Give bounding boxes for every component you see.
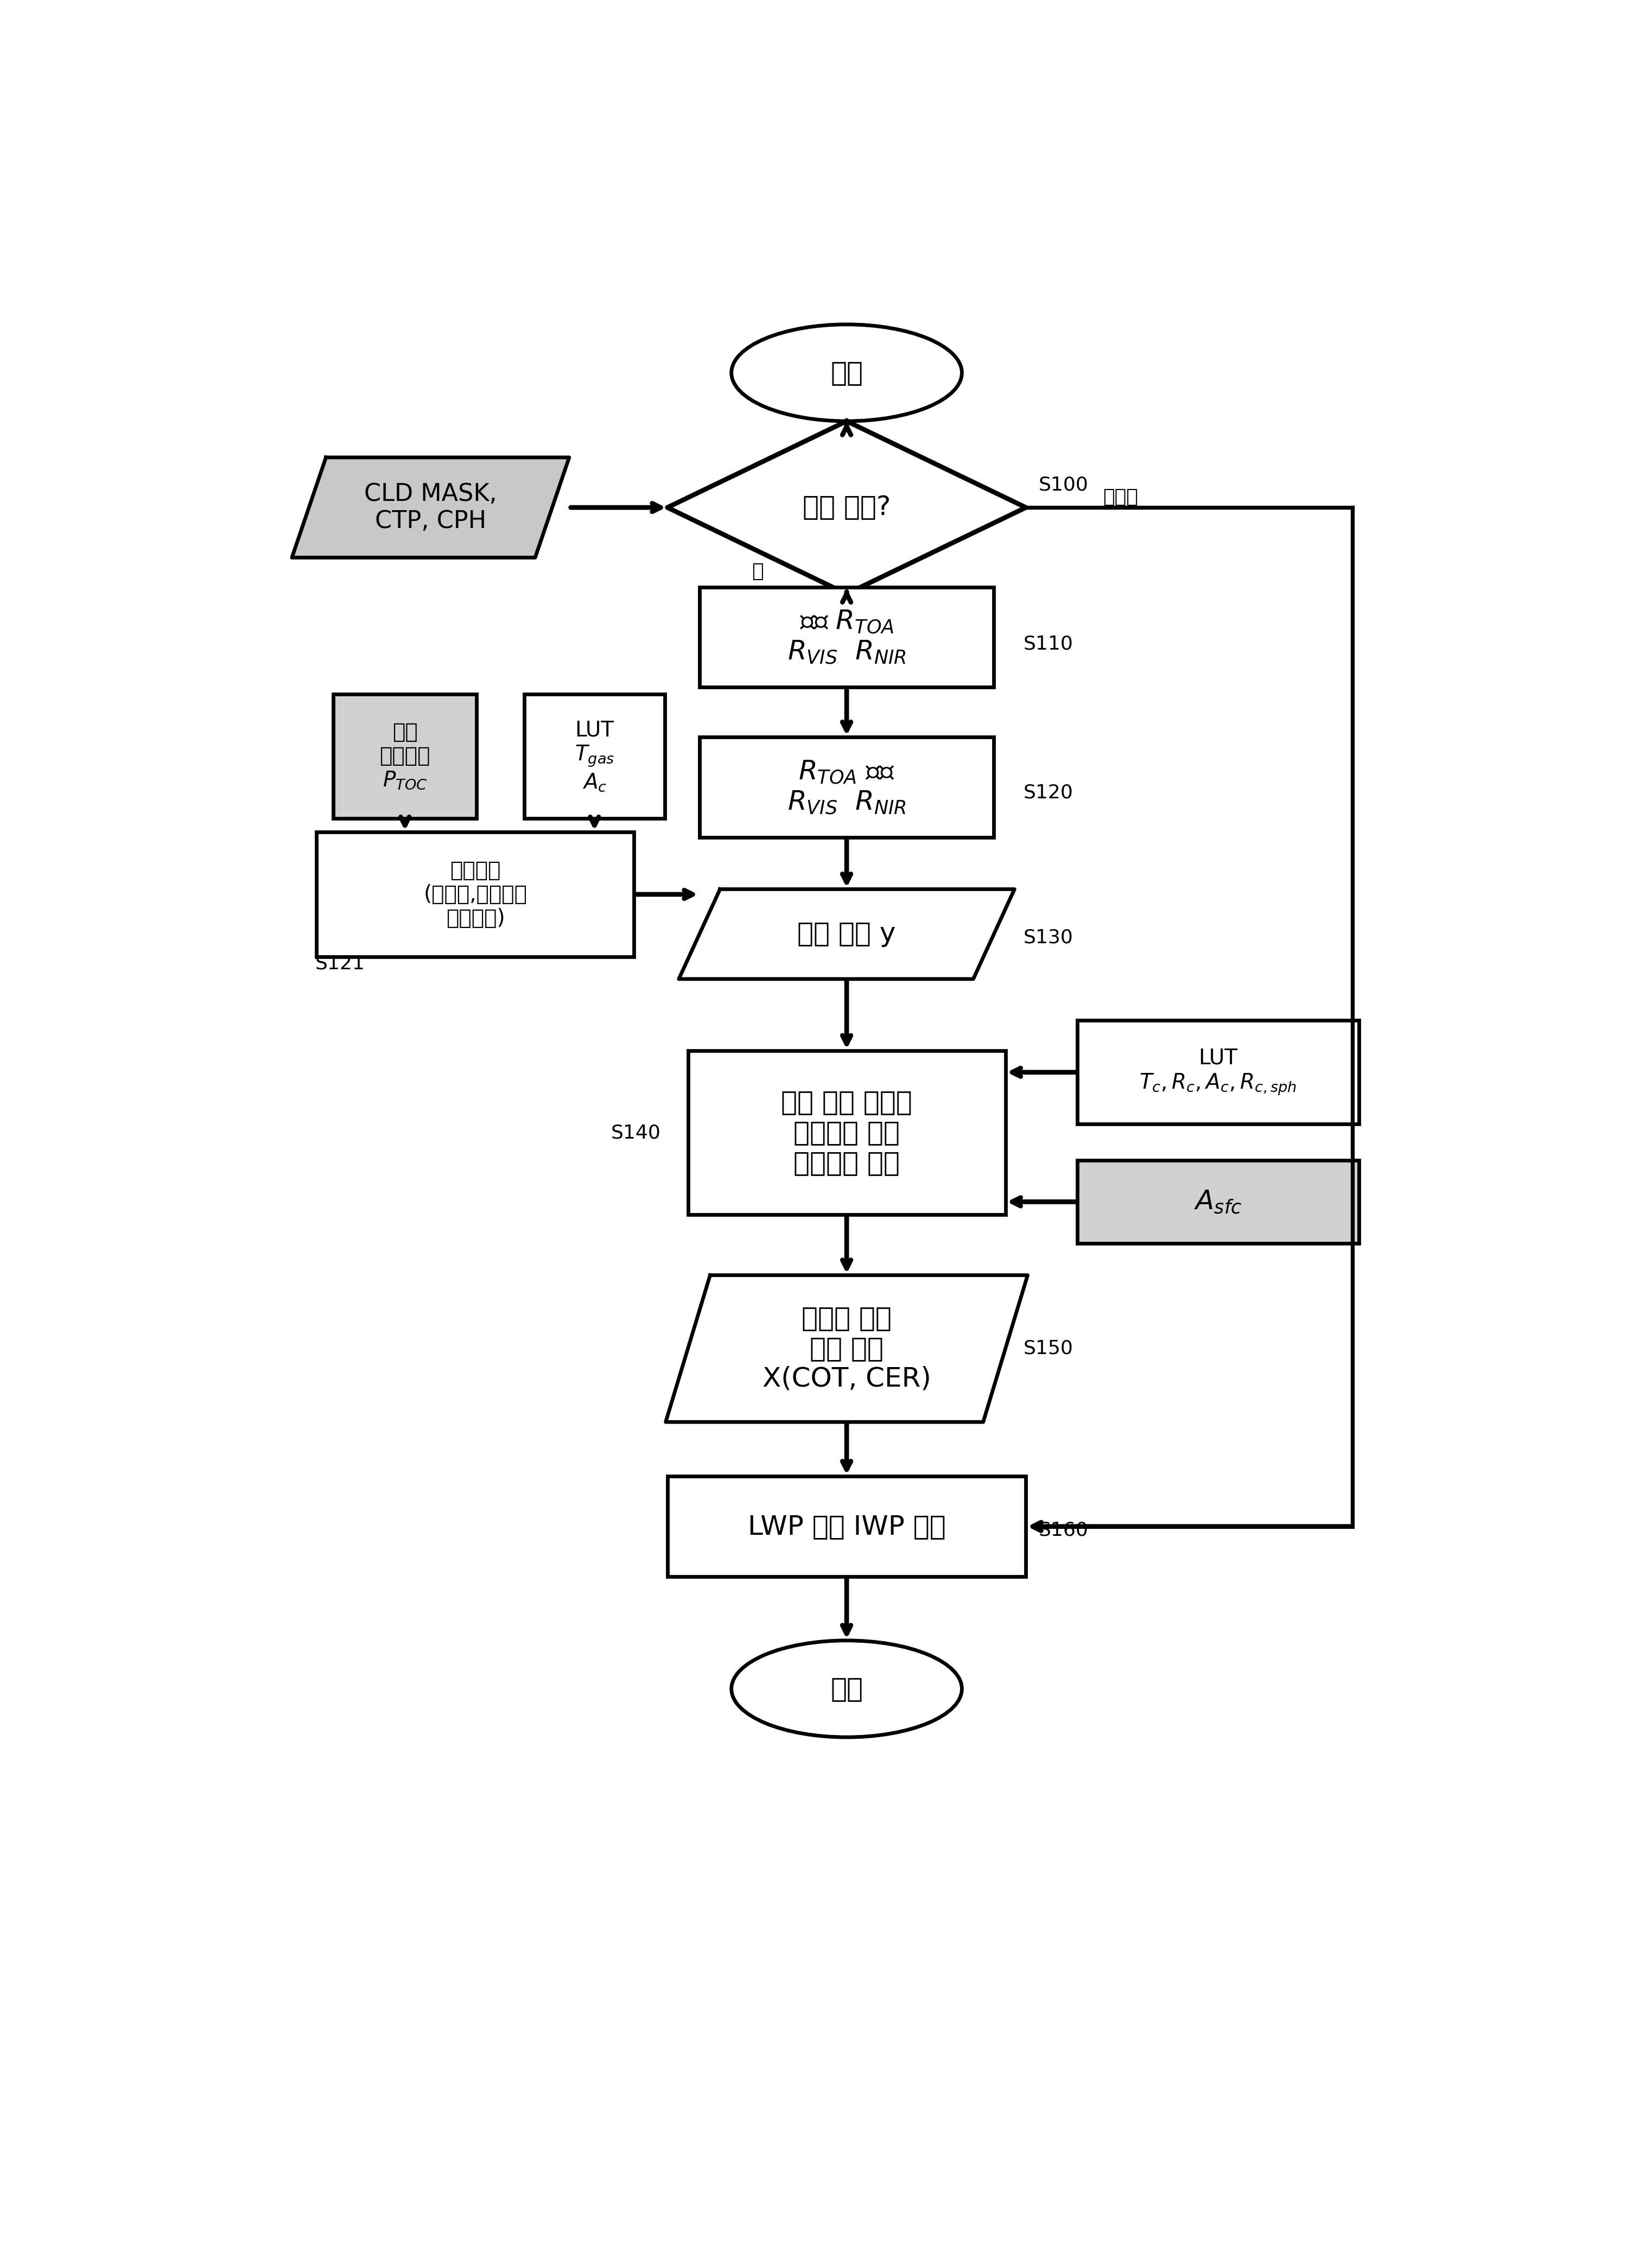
Text: LWP 또는 IWP 산출: LWP 또는 IWP 산출 <box>748 1514 945 1539</box>
Text: 아니오: 아니오 <box>1104 489 1138 507</box>
Bar <box>524 693 664 819</box>
Polygon shape <box>292 458 570 559</box>
Text: S100: S100 <box>1039 476 1089 493</box>
Bar <box>699 588 995 686</box>
Polygon shape <box>666 1276 1028 1422</box>
Text: S160: S160 <box>1039 1521 1089 1539</box>
Text: S121: S121 <box>316 953 365 973</box>
Polygon shape <box>679 888 1014 978</box>
Bar <box>1077 1160 1358 1243</box>
Text: CLD MASK,
CTP, CPH: CLD MASK, CTP, CPH <box>363 482 497 532</box>
Text: 최적의 상태
벡터 획득
X(COT, CER): 최적의 상태 벡터 획득 X(COT, CER) <box>762 1305 932 1393</box>
Bar <box>334 693 477 819</box>
Text: 가스
프로파일
$P_{TOC}$: 가스 프로파일 $P_{TOC}$ <box>380 722 430 790</box>
Bar <box>667 1476 1026 1577</box>
Bar <box>1077 1021 1358 1124</box>
Text: $A_{sfc}$: $A_{sfc}$ <box>1194 1189 1242 1216</box>
Text: S140: S140 <box>611 1124 661 1142</box>
Ellipse shape <box>732 325 961 422</box>
Text: $R_{TOA}$ 산출
$R_{VIS}$  $R_{NIR}$: $R_{TOA}$ 산출 $R_{VIS}$ $R_{NIR}$ <box>788 758 905 816</box>
Text: 종료: 종료 <box>831 1676 862 1702</box>
Polygon shape <box>667 422 1026 594</box>
Text: 유효 픽셀?: 유효 픽셀? <box>803 493 890 520</box>
Text: S130: S130 <box>1023 929 1074 947</box>
Text: 입력 $R_{TOA}$
$R_{VIS}$  $R_{NIR}$: 입력 $R_{TOA}$ $R_{VIS}$ $R_{NIR}$ <box>788 608 905 666</box>
Text: 예: 예 <box>752 563 763 581</box>
Text: 최적 추정 방법을
사용하여 검색
알고리즘 수행: 최적 추정 방법을 사용하여 검색 알고리즘 수행 <box>781 1090 912 1175</box>
Text: LUT
$T_{gas}$
$A_c$: LUT $T_{gas}$ $A_c$ <box>575 720 615 792</box>
Bar <box>317 832 634 956</box>
Text: 시작: 시작 <box>831 359 862 386</box>
Ellipse shape <box>732 1640 961 1736</box>
Bar <box>699 738 995 837</box>
Text: S110: S110 <box>1023 635 1074 653</box>
Text: 대기정보
(레일리,에어로즔
미량기체): 대기정보 (레일리,에어로즔 미량기체) <box>423 859 527 929</box>
Text: LUT
$T_c, R_c, A_c, R_{c,sph}$: LUT $T_c, R_c, A_c, R_{c,sph}$ <box>1140 1047 1297 1097</box>
Text: S150: S150 <box>1023 1339 1074 1357</box>
Text: 관측 벡터 y: 관측 벡터 y <box>798 922 895 947</box>
Text: S120: S120 <box>1023 783 1074 801</box>
Bar <box>687 1050 1006 1216</box>
